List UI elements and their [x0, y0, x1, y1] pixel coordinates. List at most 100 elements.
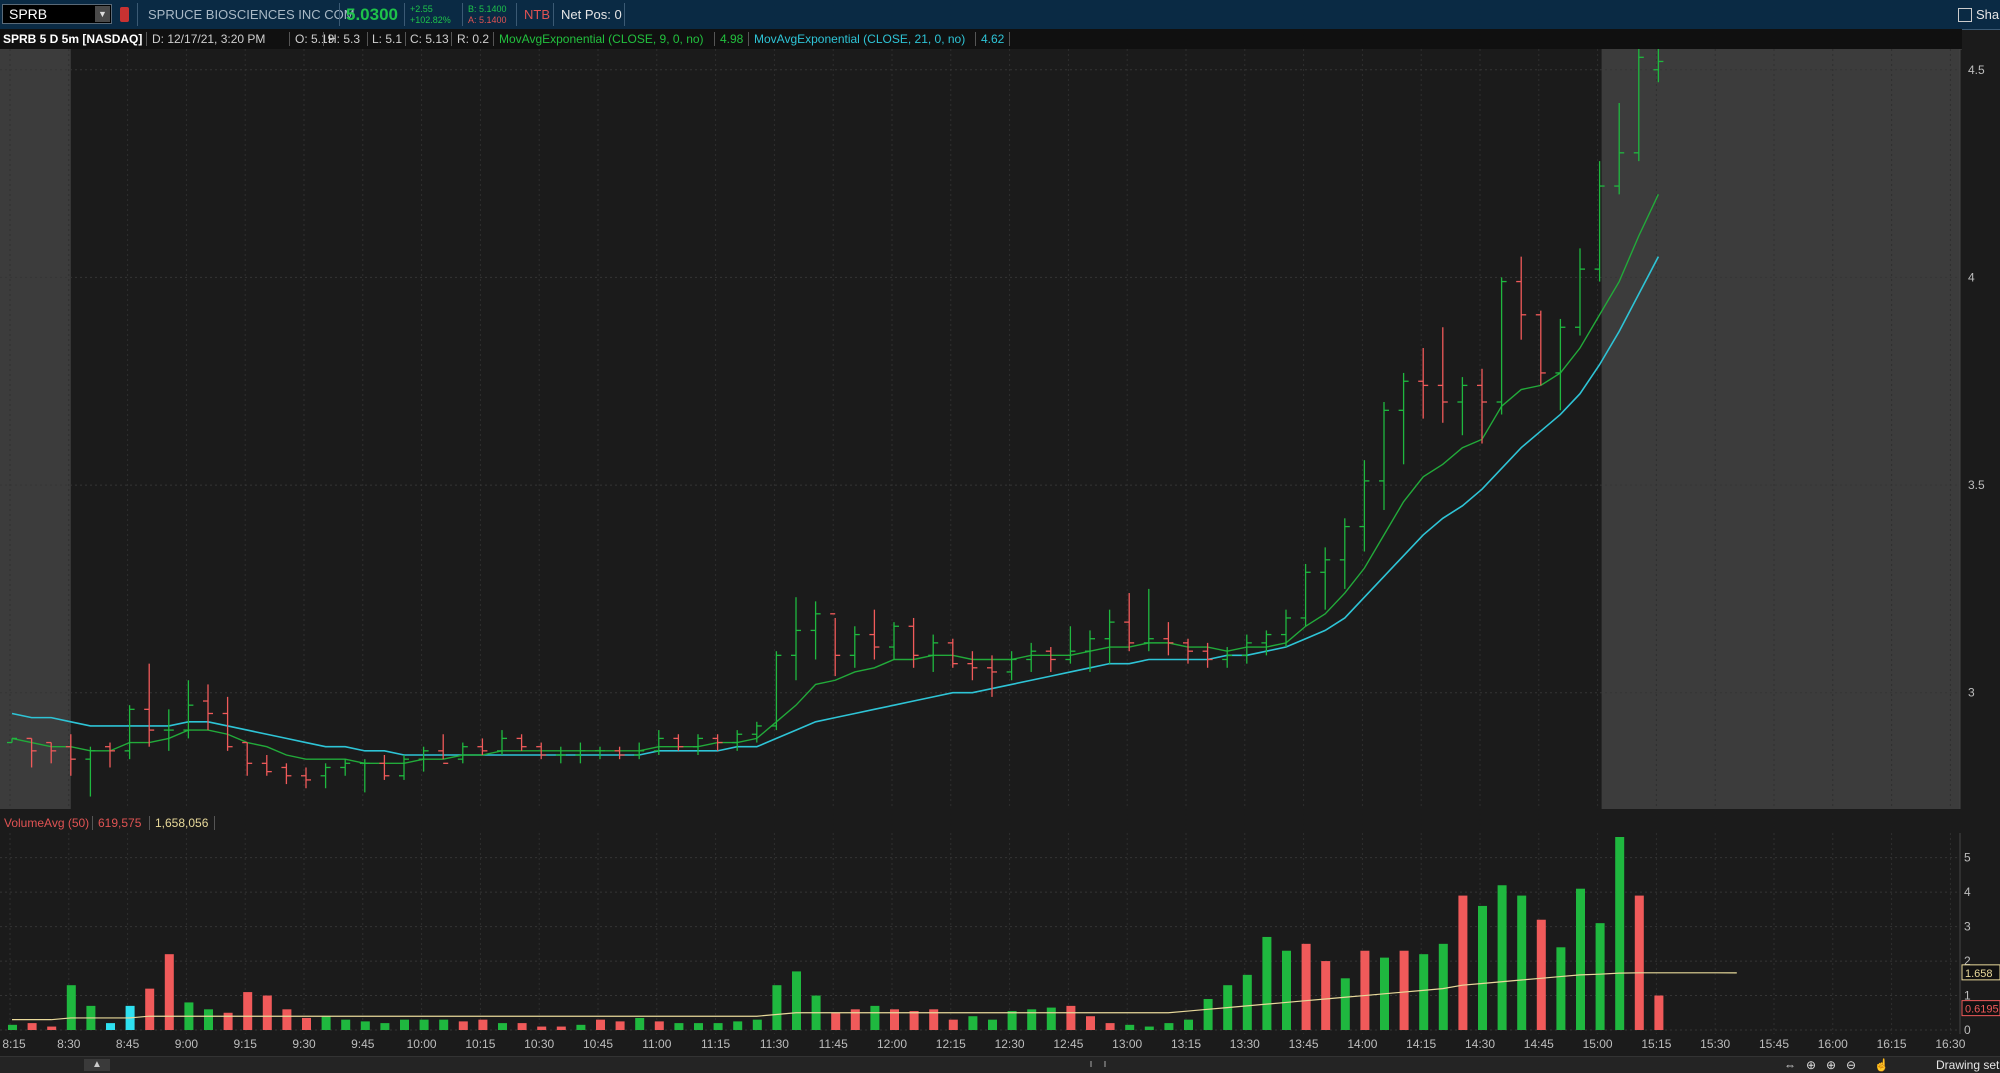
time-tick-label: 14:00	[1347, 1037, 1378, 1051]
hand-icon[interactable]: ☝	[1874, 1058, 1889, 1072]
ohlc-bar	[1575, 248, 1585, 336]
ohlc-bar	[85, 746, 96, 797]
ohlc-bar	[1281, 609, 1291, 648]
time-tick-label: 8:15	[2, 1037, 26, 1051]
volume-bar	[1458, 895, 1468, 1030]
volume-tick-label: 5	[1964, 851, 1971, 865]
volume-bar	[106, 1023, 115, 1030]
volume-chart[interactable]: 0 1 2 3 4 5 1.658 0.6195	[0, 833, 2000, 1034]
ohlc-bar	[987, 655, 997, 697]
net-change: +2.55	[410, 4, 433, 14]
time-tick-label: 8:30	[57, 1037, 81, 1051]
volume-bar	[576, 1024, 586, 1030]
volume-bar	[792, 971, 801, 1030]
volume-bar	[1282, 950, 1291, 1030]
scroll-grip[interactable]	[1090, 1061, 1106, 1067]
volume-bar	[1556, 947, 1566, 1030]
chart-info-bar: SPRB 5 D 5m [NASDAQ] D: 12/17/21, 3:20 P…	[0, 29, 1962, 50]
pan-icon[interactable]: ⇔	[1784, 1058, 1796, 1072]
time-tick-label: 10:00	[406, 1037, 437, 1051]
ohlc-bar	[457, 742, 468, 764]
volume-tick-label: 2	[1964, 954, 1971, 968]
ohlc-bar	[1653, 49, 1664, 83]
ema21-value: 4.62	[981, 32, 1005, 46]
ohlc-bar	[889, 622, 899, 660]
time-tick-label: 12:30	[994, 1037, 1025, 1051]
time-tick-label: 15:00	[1582, 1037, 1613, 1051]
time-tick-label: 14:45	[1523, 1037, 1554, 1051]
time-tick-label: 14:15	[1406, 1037, 1437, 1051]
volume-tick-label: 1	[1964, 989, 1971, 1003]
ohlc-bar	[1222, 647, 1233, 668]
volume-bar	[1536, 919, 1546, 1030]
volume-study-label[interactable]: VolumeAvg (50)	[4, 816, 90, 830]
ntb-badge: NTB	[524, 7, 550, 22]
volume-bar	[772, 985, 782, 1030]
volume-plot-area	[0, 833, 1960, 1034]
ohlc-bar	[536, 742, 547, 760]
divider	[748, 32, 749, 46]
divider	[289, 32, 290, 46]
time-tick-label: 13:00	[1112, 1037, 1143, 1051]
volume-bar	[988, 1019, 997, 1030]
ohlc-bar	[1320, 547, 1331, 610]
ohlc-bar	[1633, 49, 1644, 162]
ohlc-bar	[575, 742, 586, 764]
share-button[interactable]: Sha	[1976, 7, 2000, 22]
time-tick-label: 9:30	[292, 1037, 316, 1051]
company-name: SPRUCE BIOSCIENCES INC COM	[148, 7, 355, 22]
ohlc-bar	[908, 617, 919, 668]
volume-bar	[380, 1023, 390, 1030]
volume-bar	[1066, 1005, 1076, 1030]
price-chart[interactable]: 3 3.5 4 4.5	[0, 49, 2000, 813]
ohlc-bar	[1006, 651, 1017, 681]
ohlc-bar	[1398, 372, 1409, 465]
ohlc-bar	[1418, 348, 1429, 419]
ohlc-bar	[1359, 460, 1370, 552]
ohlc-bar	[1104, 609, 1115, 664]
ema9-label[interactable]: MovAvgExponential (CLOSE, 9, 0, no)	[499, 32, 704, 46]
volume-bar	[47, 1026, 57, 1030]
volume-bar	[674, 1023, 684, 1030]
volume-bar	[1144, 1026, 1154, 1030]
symbol-selector[interactable]: SPRB ▼	[2, 4, 112, 24]
volume-bar	[1007, 1011, 1017, 1030]
divider	[451, 32, 452, 46]
volume-bar	[1164, 1023, 1174, 1030]
chevron-down-icon[interactable]: ▼	[95, 6, 110, 22]
share-icon[interactable]	[1958, 8, 1972, 22]
ohlc-bar	[1555, 318, 1566, 411]
time-tick-label: 10:15	[465, 1037, 496, 1051]
divider	[214, 816, 215, 830]
ohlc-bar	[399, 755, 409, 780]
ohlc-bar	[634, 742, 645, 760]
zoom-out-icon[interactable]: ⊖	[1846, 1058, 1857, 1072]
alert-icon[interactable]	[120, 7, 129, 22]
ohlc-bar	[1202, 642, 1213, 668]
volume-bar	[27, 1023, 37, 1030]
drawing-set-selector[interactable]: Drawing set: Defa	[1936, 1058, 2000, 1072]
zoom-in-icon[interactable]: ⊕	[1826, 1058, 1837, 1072]
volume-bar	[1242, 974, 1252, 1030]
ohlc-bar	[359, 759, 370, 793]
time-tick-label: 14:30	[1464, 1037, 1496, 1051]
chart-symbol[interactable]: SPRB 5 D 5m [NASDAQ]	[3, 32, 143, 46]
volume-bar	[1340, 978, 1350, 1030]
crosshair-icon[interactable]: ⊕	[1806, 1058, 1817, 1072]
volume-value: 619,575	[98, 816, 142, 830]
symbol-input[interactable]: SPRB	[9, 6, 48, 22]
volume-bar	[890, 1009, 899, 1030]
ohlc-bar	[791, 597, 801, 681]
ema21-label[interactable]: MovAvgExponential (CLOSE, 21, 0, no)	[754, 32, 966, 46]
bid-price: B: 5.1400	[468, 4, 507, 14]
time-tick-label: 15:15	[1641, 1037, 1672, 1051]
collapse-handle[interactable]: ▲	[84, 1059, 110, 1071]
divider	[323, 32, 324, 46]
time-tick-label: 16:30	[1935, 1037, 1966, 1051]
ohlc-bar	[771, 651, 782, 731]
volume-bar	[870, 1005, 880, 1030]
ohlc-bar	[1261, 630, 1272, 656]
ohlc-bar	[1241, 634, 1252, 664]
volume-bar	[1027, 1009, 1037, 1030]
divider	[367, 32, 368, 46]
